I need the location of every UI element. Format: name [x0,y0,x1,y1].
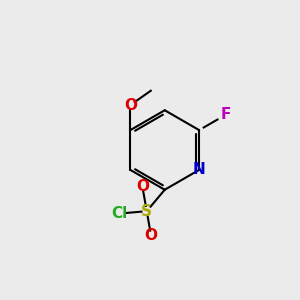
Text: S: S [141,204,152,219]
Text: Cl: Cl [112,206,128,221]
Text: F: F [220,107,231,122]
Text: N: N [193,162,206,177]
Text: O: O [124,98,137,112]
Text: O: O [136,179,149,194]
Text: O: O [145,228,158,243]
